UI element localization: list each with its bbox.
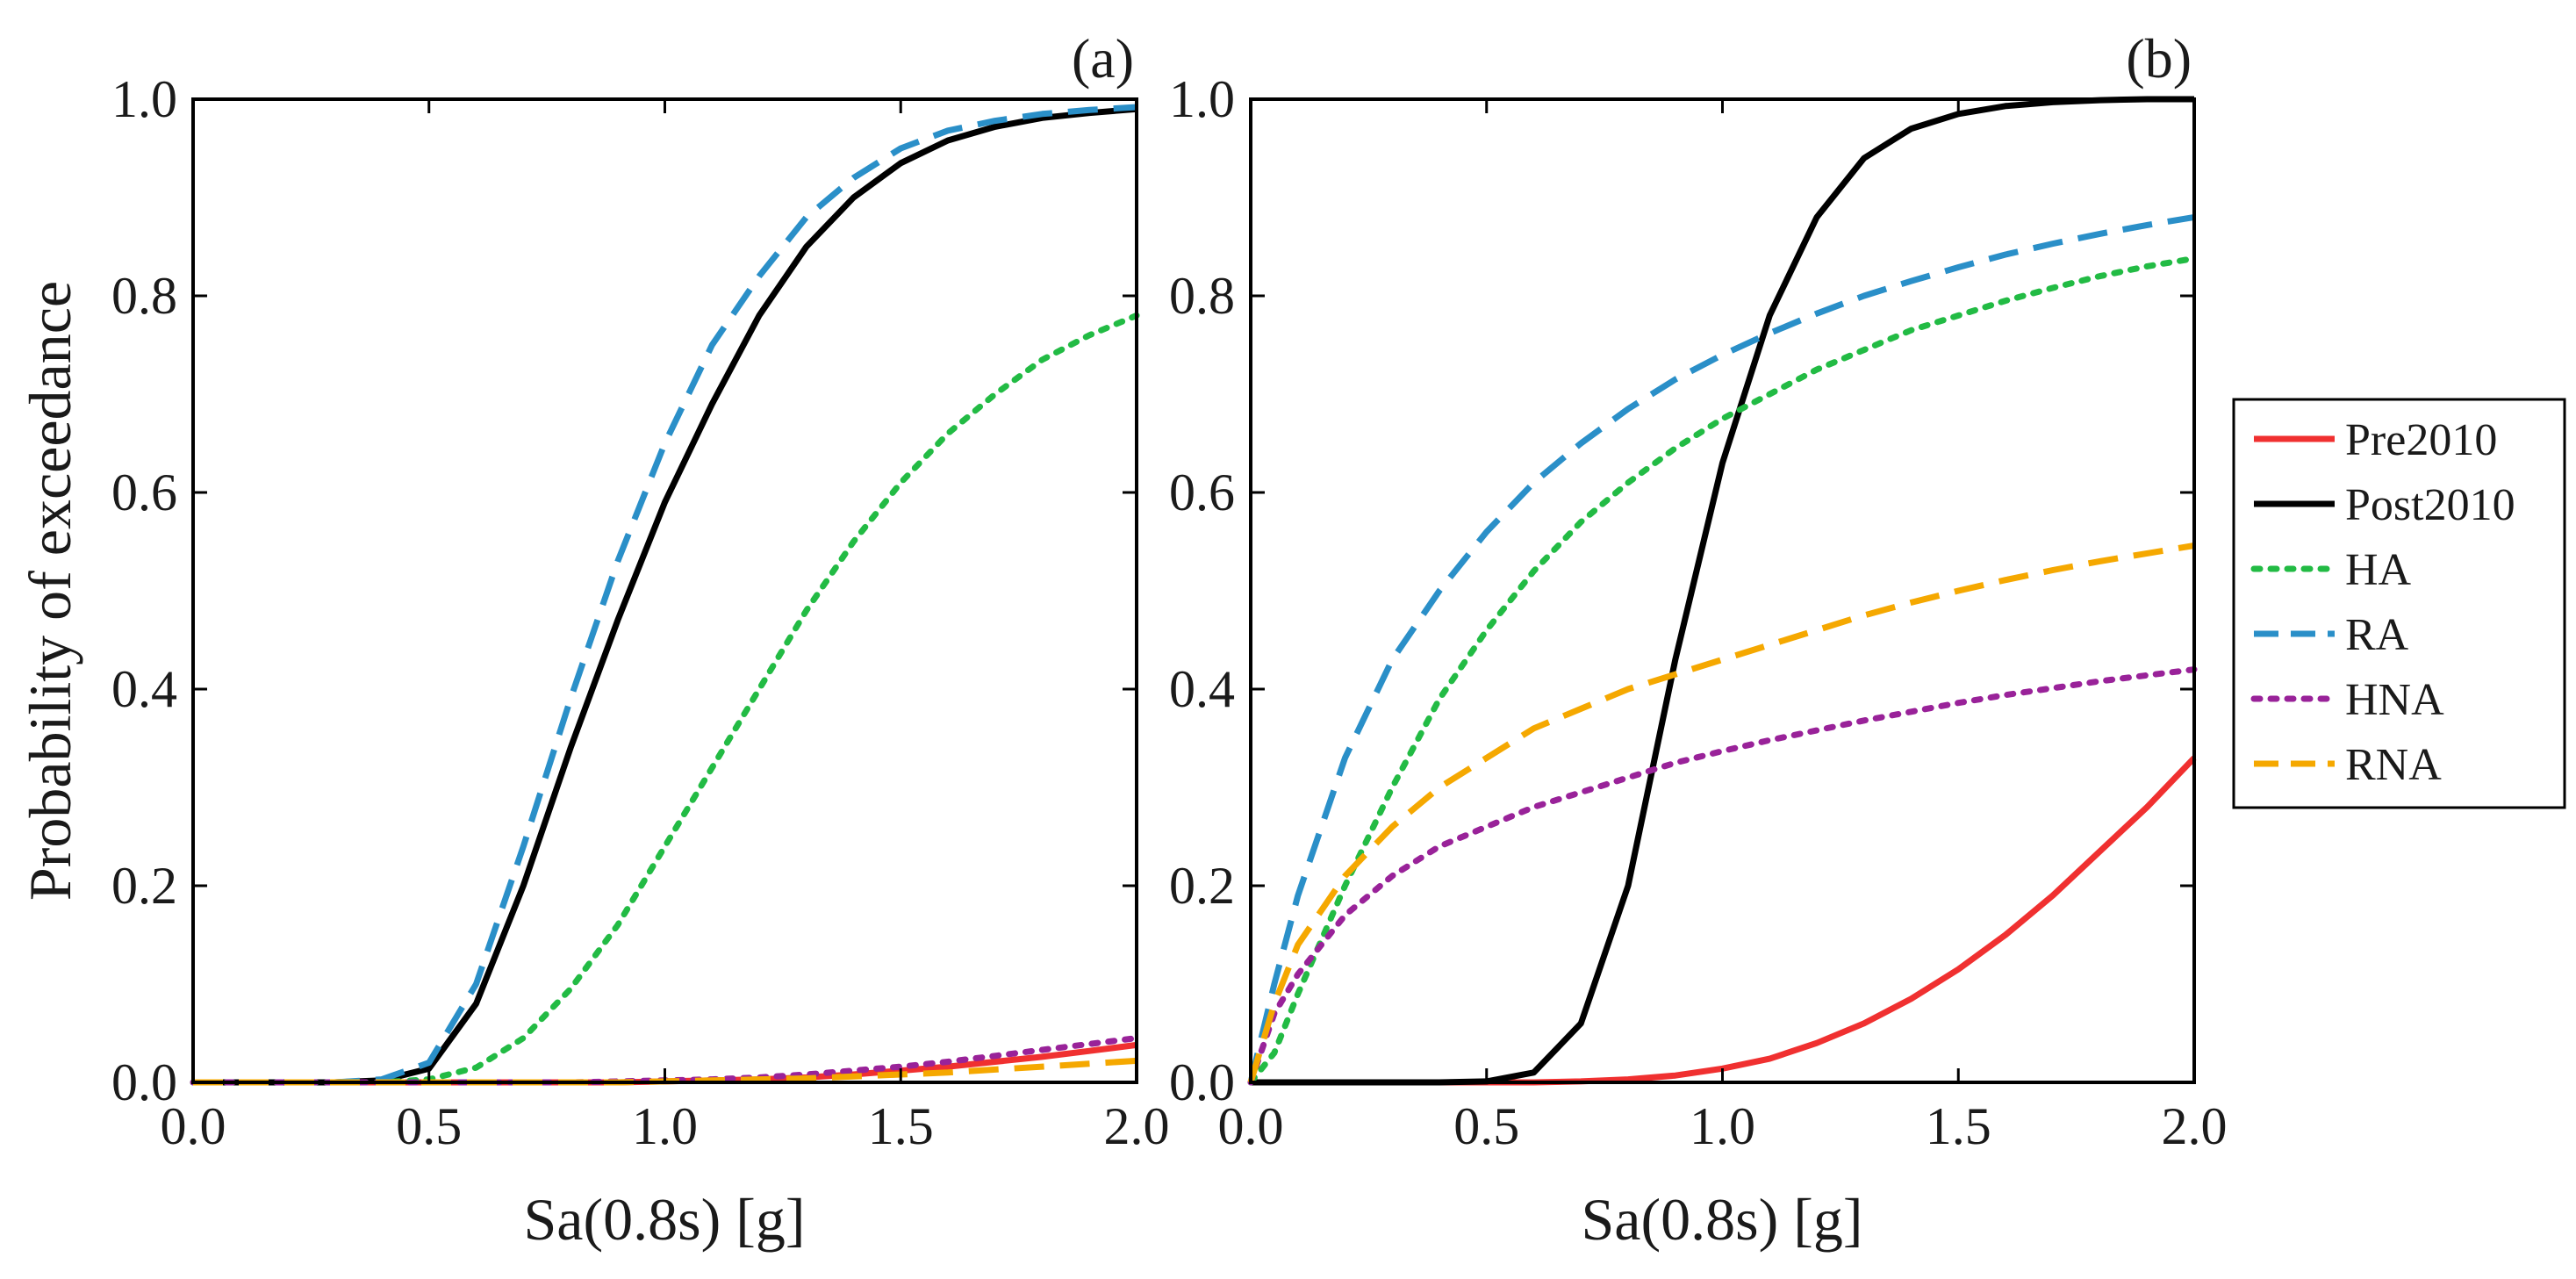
x-tick-label: 0.0 — [1218, 1097, 1284, 1155]
panel-b-series-pre2010 — [1251, 755, 2197, 1086]
y-tick-label: 1.0 — [1169, 70, 1235, 128]
y-tick-label: 0.4 — [111, 660, 177, 718]
x-tick-label: 0.0 — [161, 1097, 226, 1155]
legend-items: Pre2010 Post2010 HA RA HNA RNA — [2250, 415, 2515, 790]
x-tick-label: 0.5 — [396, 1097, 462, 1155]
panel-b-series-ra — [1247, 213, 2195, 1083]
panel-b: 0.0 0.5 1.0 1.5 2.0 0.0 0.2 0.4 0.6 0.8 1.0 (b) Sa… — [1169, 27, 2228, 1253]
panel-b-series-layer — [1247, 96, 2198, 1086]
y-tick-label: 0.2 — [111, 857, 177, 915]
x-tick-label: 2.0 — [1104, 1097, 1170, 1155]
panel-b-series-rna — [1247, 542, 2195, 1084]
panel-a-y-axis-label: Probability of exceedance — [17, 281, 83, 901]
x-tick-label: 2.0 — [2162, 1097, 2228, 1155]
panel-a-label: (a) — [1072, 27, 1134, 90]
legend-label-hna: HNA — [2345, 675, 2444, 725]
y-tick-label: 0.2 — [1169, 857, 1235, 915]
legend-label-rna: RNA — [2345, 740, 2442, 790]
y-tick-label: 0.6 — [111, 463, 177, 521]
y-tick-label: 1.0 — [111, 70, 177, 128]
panel-a-ticks: 0.0 0.5 1.0 1.5 2.0 0.0 0.2 0.4 0.6 0.8 1.0 — [111, 70, 1170, 1155]
panel-a-series-post2010 — [193, 105, 1137, 1086]
panel-b-series-ha — [1247, 255, 2198, 1086]
legend-label-post2010: Post2010 — [2345, 480, 2515, 530]
y-tick-label: 0.6 — [1169, 463, 1235, 521]
y-tick-label: 0.4 — [1169, 660, 1235, 718]
legend-label-pre2010: Pre2010 — [2345, 415, 2497, 465]
x-tick-label: 1.0 — [632, 1097, 698, 1155]
panel-b-label: (b) — [2126, 27, 2192, 90]
y-tick-label: 0.8 — [1169, 267, 1235, 325]
x-tick-label: 1.5 — [1926, 1097, 1991, 1155]
legend-box — [2232, 398, 2566, 809]
legend-label-ra: RA — [2345, 610, 2409, 660]
legend-label-ha: HA — [2345, 545, 2412, 595]
y-tick-label: 0.8 — [111, 267, 177, 325]
y-tick-label: 0.0 — [1169, 1053, 1235, 1111]
x-tick-label: 1.0 — [1690, 1097, 1755, 1155]
panel-a-x-axis-label: Sa(0.8s) [g] — [523, 1186, 805, 1253]
panel-a: 0.0 0.5 1.0 1.5 2.0 0.0 0.2 0.4 0.6 0.8 1.0 (a) Sa… — [17, 27, 1170, 1253]
legend: Pre2010 Post2010 HA RA HNA RNA — [2232, 398, 2566, 809]
x-tick-label: 0.5 — [1453, 1097, 1519, 1155]
panel-a-axes-frame — [191, 97, 1138, 1084]
panel-b-series-hna — [1247, 666, 2198, 1086]
panel-a-series-ha — [190, 312, 1140, 1086]
panel-a-series-layer — [190, 104, 1140, 1086]
panel-b-x-axis-label: Sa(0.8s) [g] — [1581, 1186, 1862, 1253]
y-tick-label: 0.0 — [111, 1053, 177, 1111]
panel-b-ticks: 0.0 0.5 1.0 1.5 2.0 0.0 0.2 0.4 0.6 0.8 1.0 — [1169, 70, 2228, 1155]
panel-a-series-ra — [193, 104, 1137, 1086]
x-tick-label: 1.5 — [868, 1097, 934, 1155]
